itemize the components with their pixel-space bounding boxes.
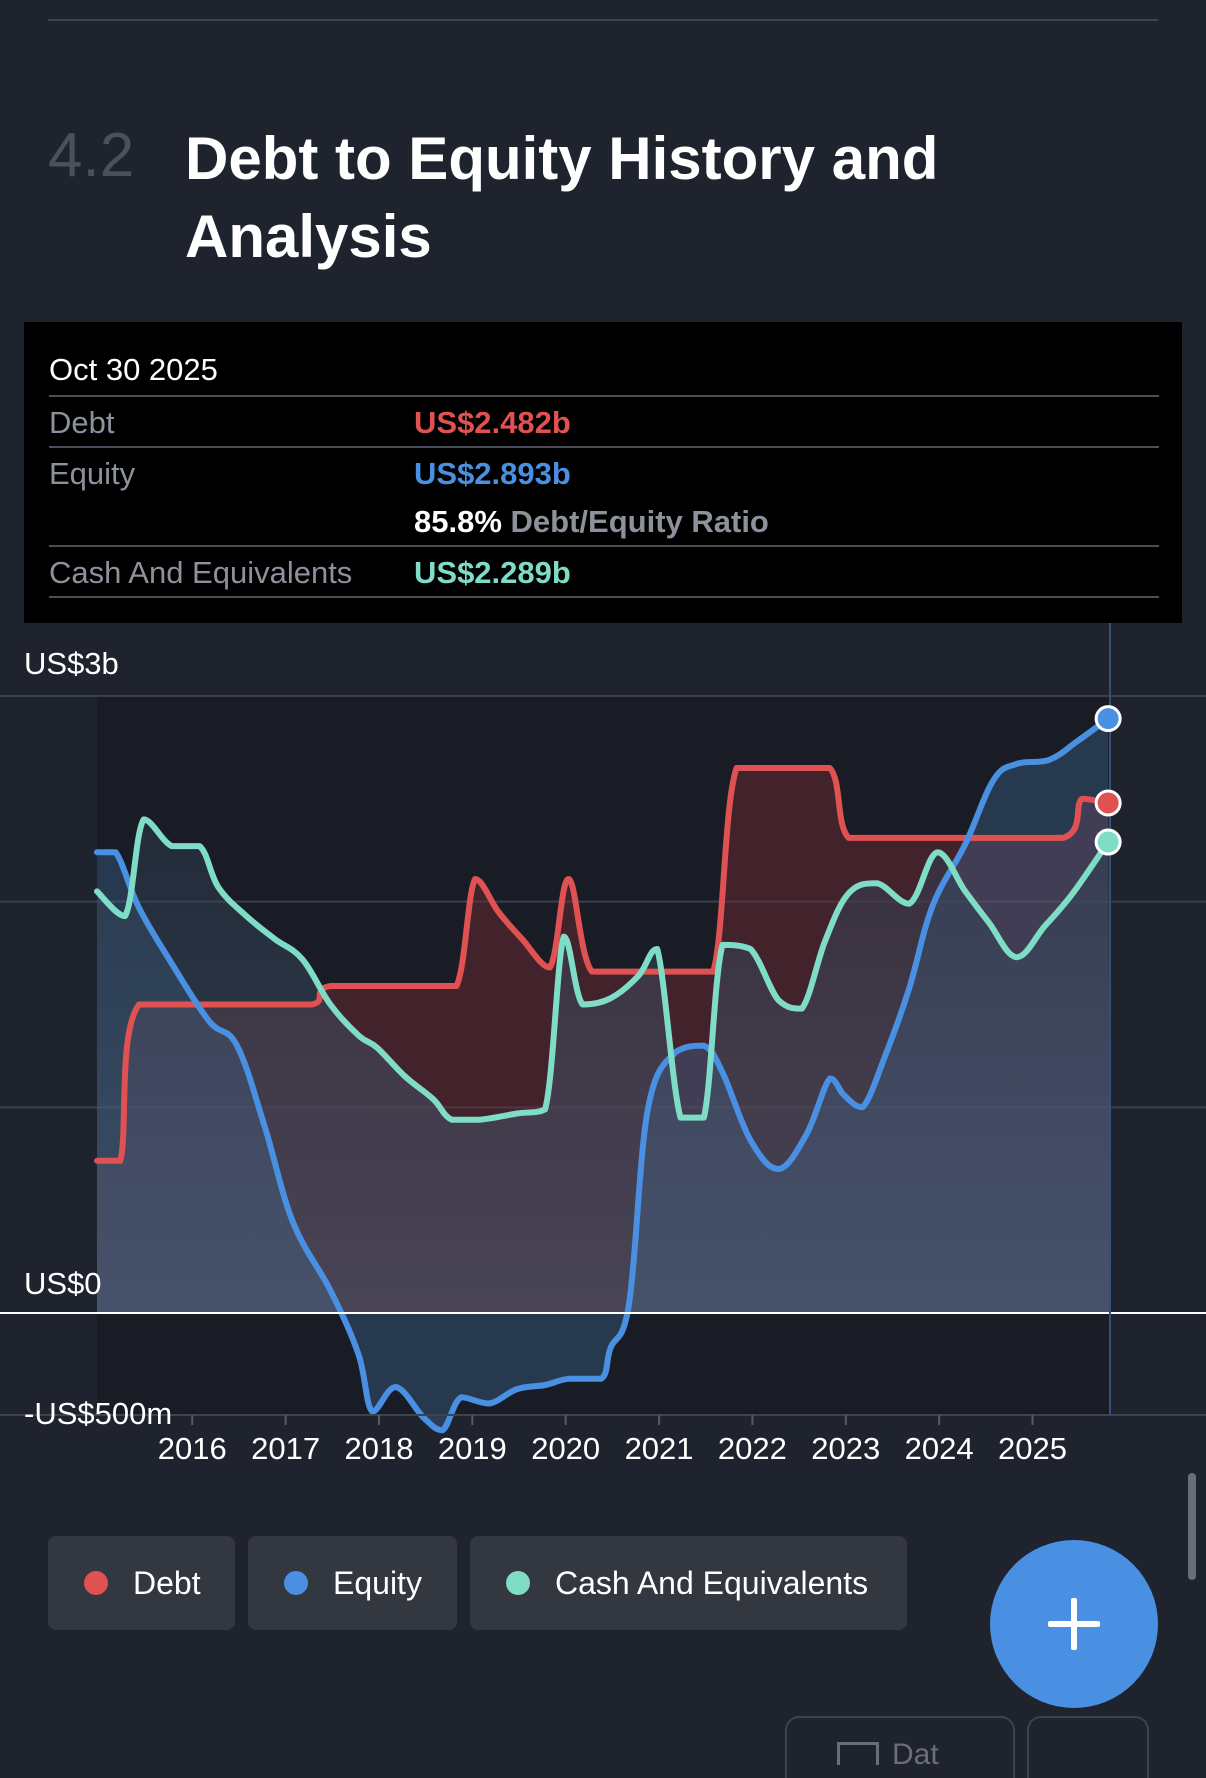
bottom-tab-label: Dat: [892, 1738, 939, 1771]
debt-endpoint-marker: [1094, 789, 1122, 817]
tooltip-debt-value: US$2.482b: [414, 405, 571, 440]
bottom-tab-data[interactable]: Dat: [785, 1716, 1015, 1778]
tooltip-equity-value: US$2.893b: [414, 456, 571, 491]
equity-line: [94, 715, 1112, 1434]
y-tick-label: US$0: [24, 1266, 102, 1301]
x-tick-label: 2023: [811, 1431, 880, 1466]
x-tick-label: 2024: [905, 1431, 974, 1466]
x-tick-label: 2020: [531, 1431, 600, 1466]
x-tick-label: 2018: [344, 1431, 413, 1466]
legend-item-debt[interactable]: Debt: [48, 1536, 235, 1630]
x-tick-label: 2016: [158, 1431, 227, 1466]
x-tick-label: 2021: [625, 1431, 694, 1466]
debt-dot-icon: [84, 1571, 108, 1595]
cash-dot-icon: [506, 1571, 530, 1595]
tooltip-divider: [49, 596, 1159, 598]
tooltip-ratio-label: Debt/Equity Ratio: [510, 504, 769, 539]
legend-label: Equity: [333, 1564, 422, 1601]
table-icon: [837, 1742, 879, 1765]
y-tick-label: US$3b: [24, 646, 119, 681]
legend-label: Debt: [133, 1564, 201, 1601]
cash-area: [97, 819, 1110, 1313]
equity-endpoint-marker: [1094, 705, 1122, 733]
add-fab-button[interactable]: [990, 1540, 1158, 1708]
legend-item-cash[interactable]: Cash And Equivalents: [470, 1536, 907, 1630]
x-tick-label: 2022: [718, 1431, 787, 1466]
cash-and-equivalents-endpoint-marker: [1094, 828, 1122, 856]
tooltip-debt-label: Debt: [49, 405, 115, 440]
tooltip-ratio-value: 85.8%: [414, 504, 502, 539]
cash-and-equivalents-line: [94, 816, 1112, 1123]
chart-tooltip: Oct 30 2025 Debt US$2.482b Equity US$2.8…: [24, 322, 1182, 623]
x-tick-label: 2019: [438, 1431, 507, 1466]
tooltip-ratio: 85.8% Debt/Equity Ratio: [414, 504, 769, 540]
tooltip-divider: [49, 446, 1159, 448]
top-divider: [48, 19, 1158, 21]
x-tick-label: 2017: [251, 1431, 320, 1466]
legend-label: Cash And Equivalents: [555, 1564, 869, 1601]
debt-line: [94, 765, 1112, 1164]
section-title: Debt to Equity History and Analysis: [185, 125, 939, 270]
equity-dot-icon: [284, 1571, 308, 1595]
x-tick-label: 2025: [998, 1431, 1067, 1466]
tooltip-cash-value: US$2.289b: [414, 555, 571, 590]
bottom-tab-more[interactable]: [1027, 1716, 1149, 1778]
tooltip-equity-label: Equity: [49, 456, 136, 491]
legend-item-equity[interactable]: Equity: [248, 1536, 457, 1630]
tooltip-date: Oct 30 2025: [49, 352, 218, 387]
tooltip-divider: [49, 395, 1159, 397]
y-tick-label: -US$500m: [24, 1396, 172, 1431]
section-number: 4.2: [48, 121, 135, 190]
tooltip-divider: [49, 545, 1159, 547]
scrollbar-thumb[interactable]: [1188, 1473, 1196, 1580]
tooltip-cash-label: Cash And Equivalents: [49, 555, 353, 590]
